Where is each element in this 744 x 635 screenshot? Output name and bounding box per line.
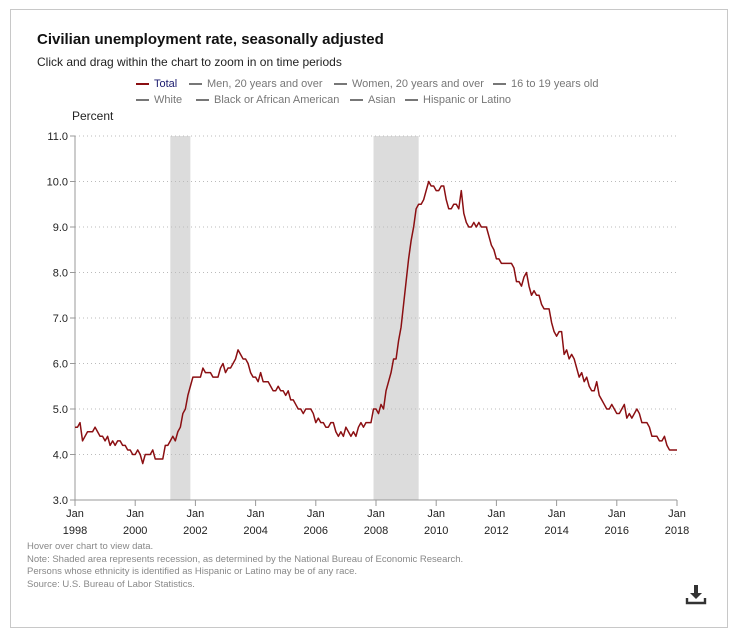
legend-item-white[interactable]: White — [136, 94, 182, 106]
y-tick-label: 10.0 — [47, 177, 68, 189]
download-icon — [685, 585, 707, 605]
y-tick-label: 11.0 — [47, 131, 68, 143]
x-tick-month: Jan — [427, 508, 445, 520]
legend-swatch — [493, 83, 506, 85]
footnote-recession: Note: Shaded area represents recession, … — [27, 553, 464, 565]
y-tick-labels: 3.0 4.0 5.0 6.0 7.0 8.0 9.0 10.0 11.0 — [47, 131, 68, 507]
y-tick-label: 9.0 — [53, 222, 68, 234]
x-tick-year: 2008 — [364, 525, 388, 537]
legend-label: Total — [154, 78, 178, 90]
legend-label: Hispanic or Latino — [423, 94, 512, 106]
legend-swatch — [196, 99, 209, 101]
legend-swatch — [334, 83, 347, 85]
chart-container — [10, 9, 728, 628]
y-tick-label: 7.0 — [53, 313, 68, 325]
x-tick-year: 2010 — [424, 525, 448, 537]
x-tick-year: 2006 — [304, 525, 328, 537]
footnote-ethnicity: Persons whose ethnicity is identified as… — [27, 566, 358, 578]
legend-item-16-to-19[interactable]: 16 to 19 years old — [493, 78, 598, 90]
legend-label: Men, 20 years and over — [207, 78, 323, 90]
legend-swatch — [136, 99, 149, 101]
x-tick-month: Jan — [668, 508, 686, 520]
x-tick-month: Jan — [608, 508, 626, 520]
legend-swatch — [136, 83, 149, 85]
footnotes: Hover over chart to view data. Note: Sha… — [27, 541, 463, 591]
legend-label: Black or African American — [214, 94, 340, 106]
legend-label: Asian — [368, 94, 396, 106]
legend-label: 16 to 19 years old — [511, 78, 599, 90]
x-tick-year: 2004 — [243, 525, 267, 537]
legend-label: Women, 20 years and over — [352, 78, 484, 90]
legend-item-men[interactable]: Men, 20 years and over — [189, 78, 323, 90]
legend-item-hispanic[interactable]: Hispanic or Latino — [405, 94, 511, 106]
legend-swatch — [405, 99, 418, 101]
x-tick-year: 2000 — [123, 525, 147, 537]
x-tick-labels: Jan 1998 Jan 2000 Jan 2002 Jan 2004 Jan 2006 Jan 20… — [63, 508, 689, 537]
x-tick-month: Jan — [126, 508, 144, 520]
x-tick-month: Jan — [307, 508, 325, 520]
download-button[interactable] — [685, 583, 707, 605]
legend-item-black[interactable]: Black or African American — [196, 94, 339, 106]
series-lines[interactable] — [75, 180, 677, 465]
x-tick-month: Jan — [488, 508, 506, 520]
x-tick-year: 2012 — [484, 525, 508, 537]
x-tick-month: Jan — [367, 508, 385, 520]
legend-item-total[interactable]: Total — [136, 78, 177, 90]
footnote-source: Source: U.S. Bureau of Labor Statistics. — [27, 578, 195, 590]
footnote-hover: Hover over chart to view data. — [27, 541, 154, 552]
y-tick-label: 5.0 — [53, 404, 68, 416]
chart-subtitle: Click and drag within the chart to zoom … — [37, 55, 342, 69]
y-tick-label: 6.0 — [53, 359, 68, 371]
x-tick-month: Jan — [247, 508, 265, 520]
legend-swatch — [189, 83, 202, 85]
legend-label: White — [154, 94, 183, 106]
legend-item-asian[interactable]: Asian — [350, 94, 396, 106]
x-tick-year: 2018 — [665, 525, 689, 537]
legend-item-women[interactable]: Women, 20 years and over — [334, 78, 484, 90]
y-tick-label: 3.0 — [53, 495, 68, 507]
x-tick-year: 1998 — [63, 525, 87, 537]
x-tick-month: Jan — [66, 508, 84, 520]
x-tick-year: 2014 — [544, 525, 568, 537]
legend-swatch — [350, 99, 363, 101]
x-tick-month: Jan — [187, 508, 205, 520]
y-axis-title: Percent — [72, 109, 114, 123]
y-tick-label: 8.0 — [53, 268, 68, 280]
chart-title: Civilian unemployment rate, seasonally a… — [37, 31, 384, 48]
series-line-total[interactable] — [75, 180, 677, 465]
x-tick-month: Jan — [548, 508, 566, 520]
x-tick-year: 2016 — [605, 525, 629, 537]
axes — [74, 136, 678, 506]
y-tick-label: 4.0 — [53, 450, 68, 462]
x-tick-year: 2002 — [183, 525, 207, 537]
